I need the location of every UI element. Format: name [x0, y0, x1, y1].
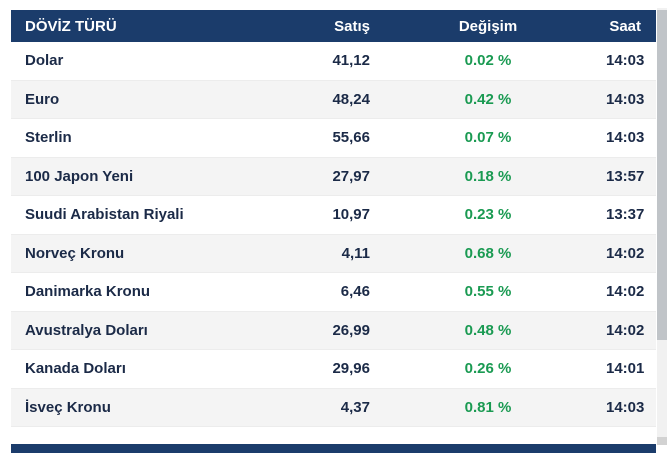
currency-name: Suudi Arabistan Riyali — [25, 206, 184, 224]
scrollbar-thumb[interactable] — [657, 10, 667, 340]
satis-value: 26,99 — [332, 321, 370, 339]
column-header-doviz-turu: DÖVİZ TÜRÜ — [25, 17, 117, 35]
degisim-value: 0.68 % — [464, 244, 512, 262]
currency-name: Euro — [25, 90, 60, 108]
saat-value: 14:01 — [606, 360, 645, 378]
degisim-value: 0.23 % — [464, 206, 512, 224]
table-row: Sterlin 55,66 0.07 % 14:03 — [11, 119, 656, 158]
satis-value: 4,37 — [340, 398, 370, 416]
vertical-scrollbar[interactable] — [657, 8, 667, 445]
currency-table: DÖVİZ TÜRÜ Satış Değişim Saat Dolar 41,1… — [11, 10, 656, 427]
currency-name: Norveç Kronu — [25, 244, 125, 262]
degisim-value: 0.55 % — [464, 283, 512, 301]
satis-value: 10,97 — [332, 206, 370, 224]
degisim-value: 0.48 % — [464, 321, 512, 339]
scrollbar-corner — [657, 437, 667, 445]
table-row: Dolar 41,12 0.02 % 14:03 — [11, 42, 656, 81]
currency-name: 100 Japon Yeni — [25, 167, 134, 185]
table-row: İsveç Kronu 4,37 0.81 % 14:03 — [11, 388, 656, 427]
degisim-value: 0.26 % — [464, 360, 512, 378]
satis-value: 27,97 — [332, 167, 370, 185]
satis-value: 4,11 — [341, 244, 370, 262]
saat-value: 14:03 — [606, 52, 645, 70]
satis-value: 48,24 — [332, 90, 370, 108]
table-header-row: DÖVİZ TÜRÜ Satış Değişim Saat — [11, 10, 656, 42]
currency-name: Kanada Doları — [25, 360, 126, 378]
table-row: Kanada Doları 29,96 0.26 % 14:01 — [11, 350, 656, 389]
currency-name: Avustralya Doları — [25, 321, 148, 339]
satis-value: 55,66 — [332, 129, 370, 147]
saat-value: 13:37 — [606, 206, 645, 224]
satis-value: 29,96 — [332, 360, 370, 378]
saat-value: 14:02 — [606, 283, 645, 301]
currency-name: Sterlin — [25, 129, 72, 147]
saat-value: 14:02 — [606, 244, 645, 262]
table-row: 100 Japon Yeni 27,97 0.18 % 13:57 — [11, 157, 656, 196]
column-header-satis: Satış — [334, 17, 370, 35]
table-row: Avustralya Doları 26,99 0.48 % 14:02 — [11, 311, 656, 350]
saat-value: 14:03 — [606, 129, 645, 147]
currency-name: İsveç Kronu — [25, 398, 111, 416]
degisim-value: 0.02 % — [464, 52, 512, 70]
degisim-value: 0.18 % — [464, 167, 512, 185]
currency-name: Danimarka Kronu — [25, 283, 151, 301]
table-row: Suudi Arabistan Riyali 10,97 0.23 % 13:3… — [11, 196, 656, 235]
table-row: Euro 48,24 0.42 % 14:03 — [11, 80, 656, 119]
currency-name: Dolar — [25, 52, 64, 70]
column-header-degisim: Değişim — [458, 17, 518, 35]
column-header-saat: Saat — [609, 17, 641, 35]
satis-value: 6,46 — [340, 283, 370, 301]
degisim-value: 0.81 % — [464, 398, 512, 416]
degisim-value: 0.42 % — [464, 90, 512, 108]
table-row: Norveç Kronu 4,11 0.68 % 14:02 — [11, 234, 656, 273]
saat-value: 14:02 — [606, 321, 645, 339]
saat-value: 13:57 — [606, 167, 645, 185]
saat-value: 14:03 — [606, 398, 645, 416]
saat-value: 14:03 — [606, 90, 645, 108]
degisim-value: 0.07 % — [464, 129, 512, 147]
table-body: Dolar 41,12 0.02 % 14:03 Euro 48,24 0.42… — [11, 42, 656, 427]
next-table-header-partial — [11, 444, 656, 453]
satis-value: 41,12 — [332, 52, 370, 70]
table-row: Danimarka Kronu 6,46 0.55 % 14:02 — [11, 273, 656, 312]
